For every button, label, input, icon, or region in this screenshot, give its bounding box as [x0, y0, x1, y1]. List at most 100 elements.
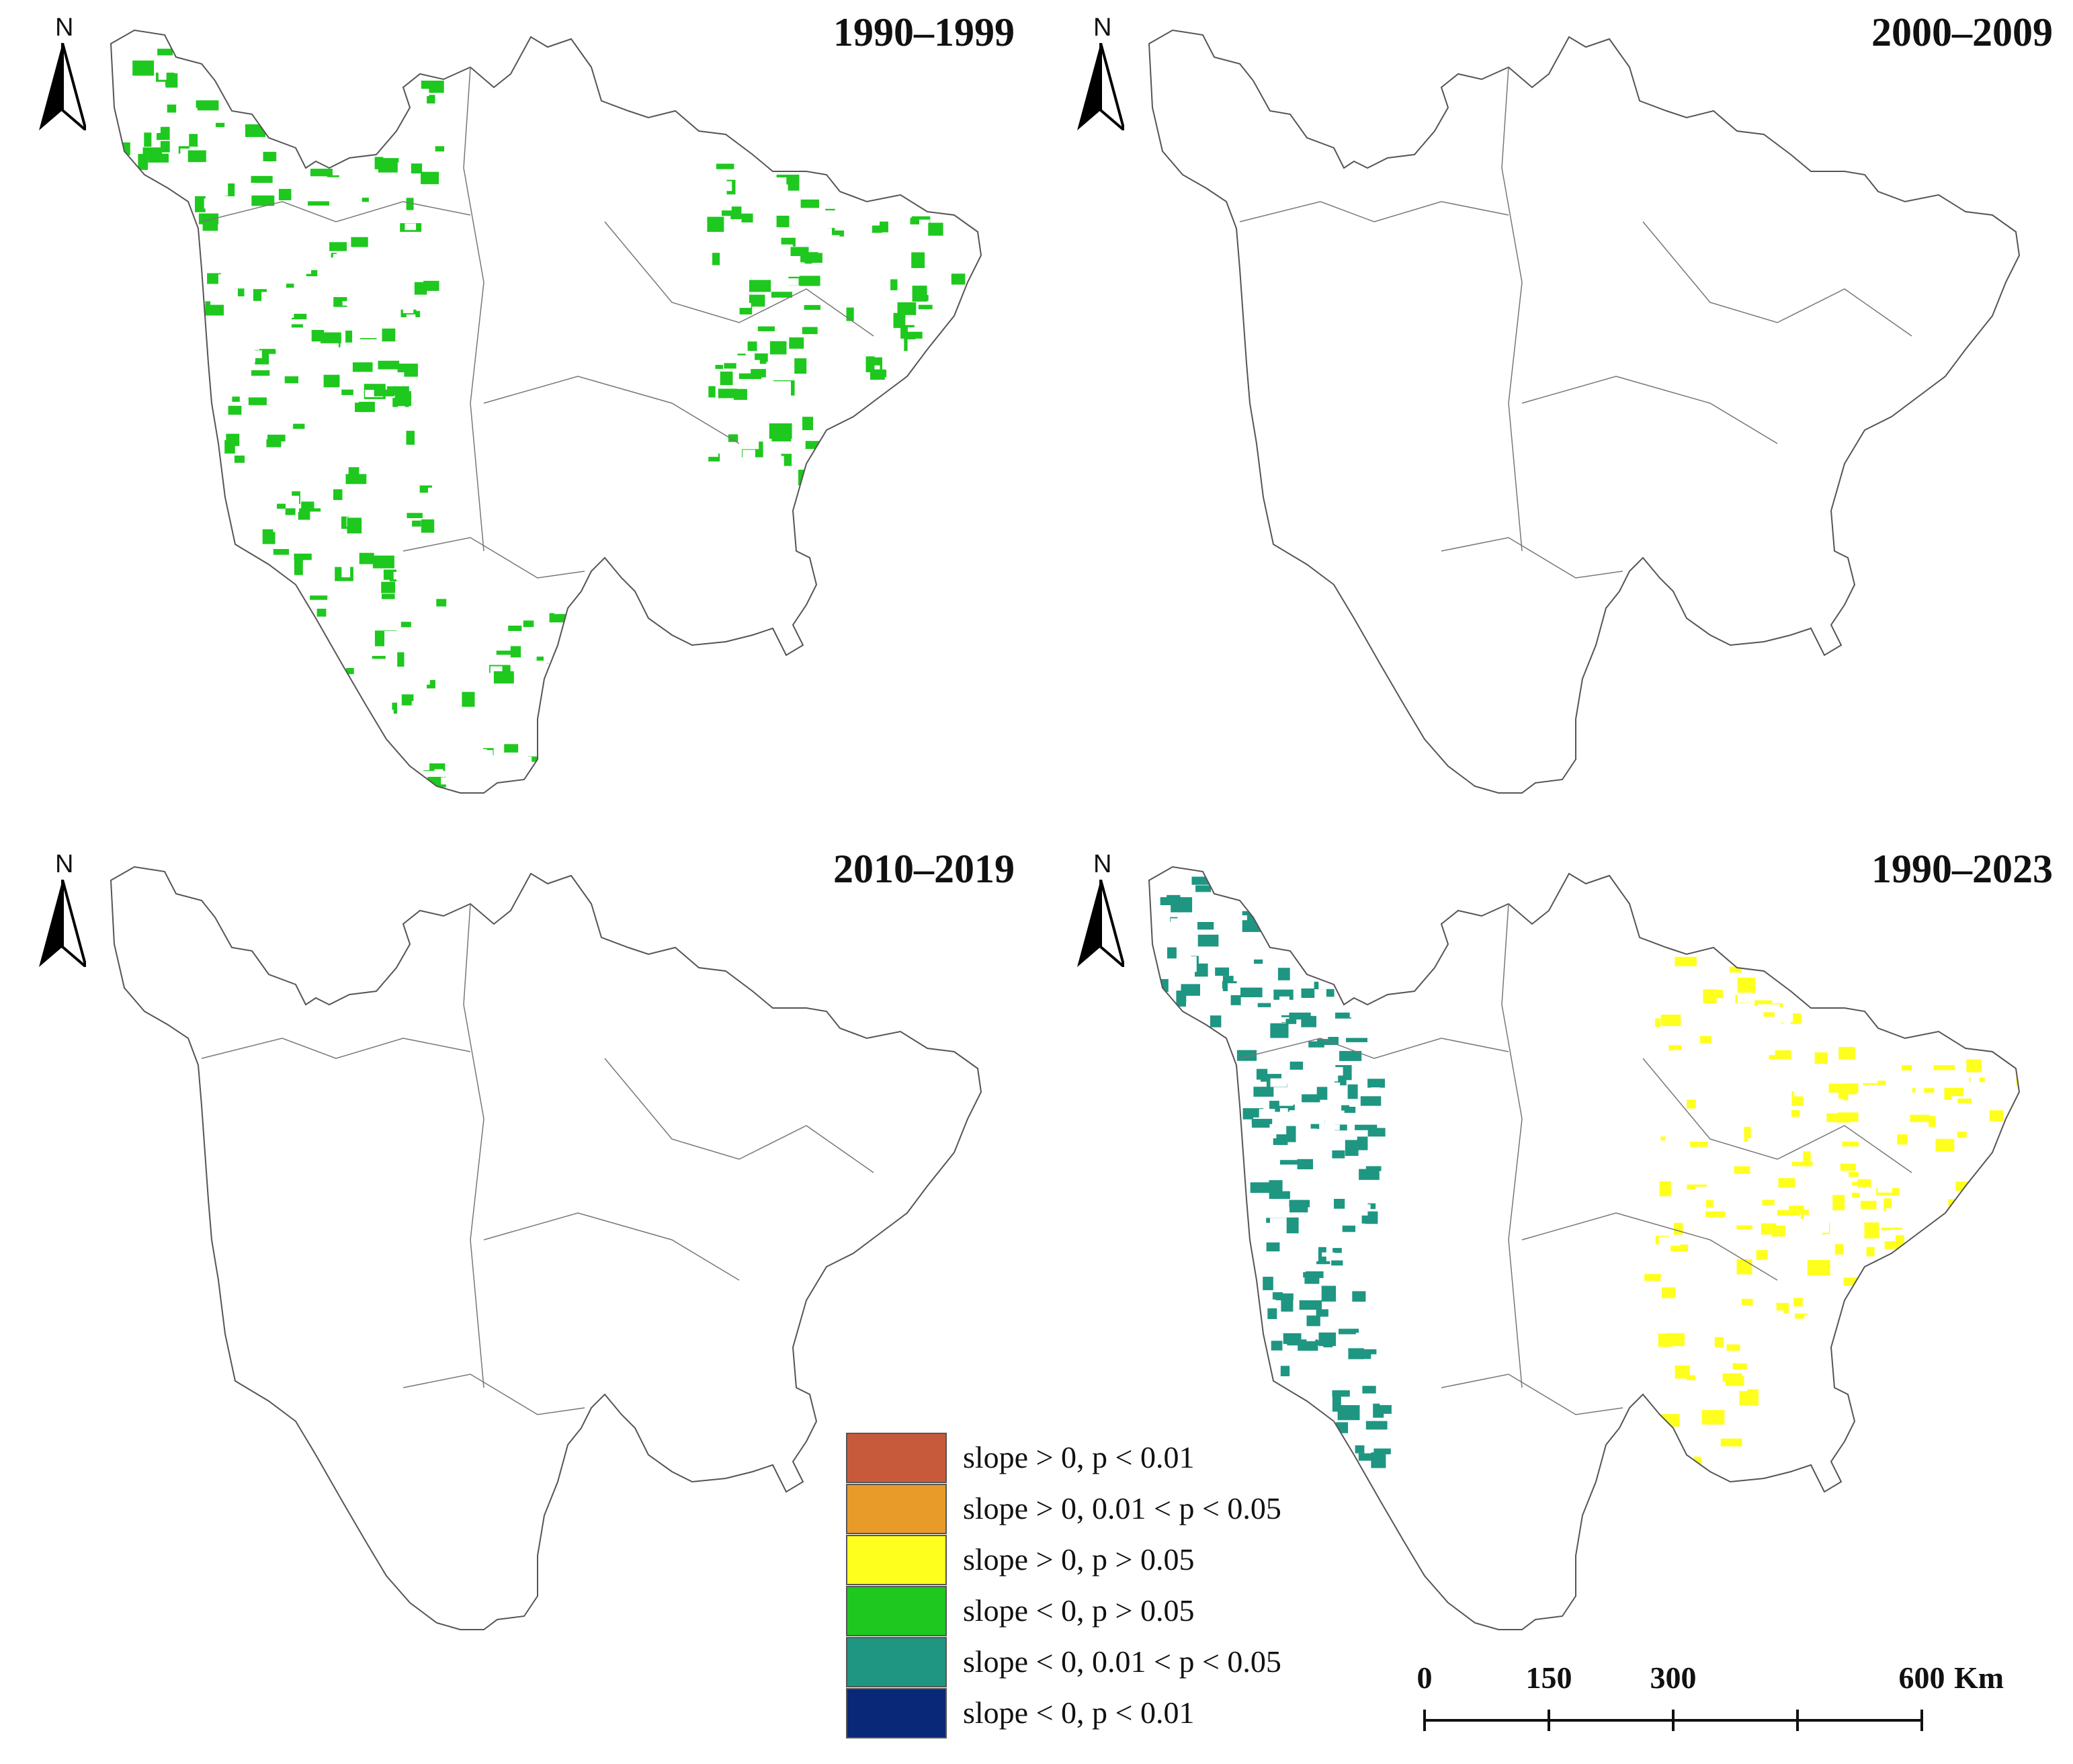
trend-pixel	[1477, 261, 1490, 269]
trend-pixel	[232, 1023, 243, 1036]
trend-pixel	[1807, 1260, 1830, 1275]
trend-pixel	[435, 256, 451, 263]
trend-pixel	[1824, 392, 1839, 409]
trend-pixel	[1253, 977, 1266, 986]
trend-pixel	[1269, 333, 1284, 345]
trend-pixel	[1468, 1140, 1478, 1145]
trend-pixel	[410, 89, 429, 96]
trend-pixel	[828, 1247, 840, 1253]
trend-pixel	[596, 1300, 609, 1312]
trend-pixel	[1988, 306, 2006, 323]
trend-pixel	[1650, 1310, 1662, 1315]
trend-pixel	[290, 476, 301, 483]
trend-pixel	[285, 504, 295, 511]
trend-pixel	[1748, 267, 1771, 272]
trend-pixel	[1390, 517, 1408, 526]
trend-pixel	[1710, 1458, 1721, 1462]
trend-pixel	[1675, 956, 1697, 966]
trend-pixel	[1392, 1126, 1406, 1137]
trend-pixel	[1459, 130, 1478, 146]
trend-pixel	[235, 1020, 251, 1025]
trend-pixel	[857, 1065, 866, 1081]
trend-pixel	[1638, 1251, 1657, 1259]
trend-pixel	[1503, 1253, 1523, 1263]
trend-pixel	[1427, 427, 1440, 435]
trend-pixel	[710, 267, 719, 273]
trend-pixel	[365, 1300, 379, 1310]
trend-pixel	[1732, 237, 1748, 247]
trend-pixel	[418, 1027, 439, 1042]
trend-pixel	[1600, 1059, 1609, 1075]
trend-pixel	[386, 677, 408, 682]
trend-pixel	[1448, 536, 1470, 543]
trend-pixel	[865, 356, 875, 372]
trend-pixel	[146, 81, 165, 90]
trend-pixel	[1342, 1225, 1355, 1232]
trend-pixel	[706, 1439, 726, 1449]
trend-pixel	[1499, 441, 1518, 448]
trend-pixel	[1770, 1104, 1787, 1114]
trend-pixel	[299, 544, 316, 552]
trend-pixel	[1594, 541, 1613, 549]
trend-pixel	[1448, 632, 1469, 642]
trend-pixel	[1535, 1505, 1557, 1512]
trend-pixel	[649, 972, 672, 981]
trend-pixel	[413, 745, 427, 758]
trend-pixel	[1287, 1187, 1300, 1195]
trend-pixel	[1759, 1331, 1768, 1342]
trend-pixel	[424, 537, 434, 546]
trend-pixel	[597, 993, 615, 1006]
trend-pixel	[597, 340, 611, 354]
trend-pixel	[1322, 552, 1332, 568]
trend-pixel	[499, 1311, 511, 1318]
trend-pixel	[416, 1162, 429, 1175]
trend-pixel	[752, 1326, 761, 1339]
trend-pixel	[1323, 1341, 1333, 1347]
trend-pixel	[770, 528, 784, 537]
trend-pixel	[1824, 1103, 1838, 1111]
trend-pixel	[1634, 380, 1656, 384]
trend-pixel	[1338, 174, 1359, 184]
trend-pixel	[928, 1149, 947, 1157]
trend-pixel	[1452, 1118, 1464, 1128]
trend-pixel	[512, 431, 527, 446]
trend-pixel	[913, 1096, 929, 1112]
trend-pixel	[1660, 1092, 1681, 1106]
trend-pixel	[639, 1011, 658, 1025]
trend-pixel	[1603, 927, 1625, 935]
trend-pixel	[1580, 1521, 1602, 1532]
trend-pixel	[661, 403, 670, 419]
trend-pixel	[1412, 601, 1427, 618]
trend-pixel	[601, 1238, 622, 1247]
trend-pixel	[380, 1560, 391, 1569]
trend-pixel	[771, 292, 792, 298]
trend-pixel	[600, 1155, 620, 1162]
trend-pixel	[1810, 1324, 1826, 1329]
trend-pixel	[701, 1382, 715, 1388]
trend-pixel	[1470, 243, 1478, 259]
trend-pixel	[308, 1038, 317, 1053]
trend-pixel	[1520, 1086, 1541, 1100]
trend-pixel	[357, 1210, 378, 1215]
trend-pixel	[1536, 1051, 1546, 1067]
trend-pixel	[1877, 1182, 1892, 1193]
trend-pixel	[214, 1038, 235, 1046]
trend-pixel	[793, 1266, 812, 1277]
trend-pixel	[1831, 256, 1847, 262]
trend-pixel	[1266, 1158, 1280, 1167]
trend-pixel	[1522, 154, 1543, 169]
trend-pixel	[204, 179, 225, 186]
trend-pixel	[1314, 1277, 1336, 1284]
trend-pixel	[587, 403, 610, 413]
trend-pixel	[547, 361, 569, 366]
trend-pixel	[524, 359, 537, 364]
trend-pixel	[1533, 276, 1556, 286]
trend-pixel	[1357, 1136, 1368, 1150]
trend-pixel	[454, 242, 464, 249]
trend-pixel	[287, 232, 300, 245]
trend-pixel	[745, 181, 753, 197]
trend-pixel	[1238, 175, 1253, 190]
trend-pixel	[250, 1107, 258, 1120]
trend-pixel	[549, 119, 558, 129]
trend-pixel	[1752, 1276, 1761, 1292]
